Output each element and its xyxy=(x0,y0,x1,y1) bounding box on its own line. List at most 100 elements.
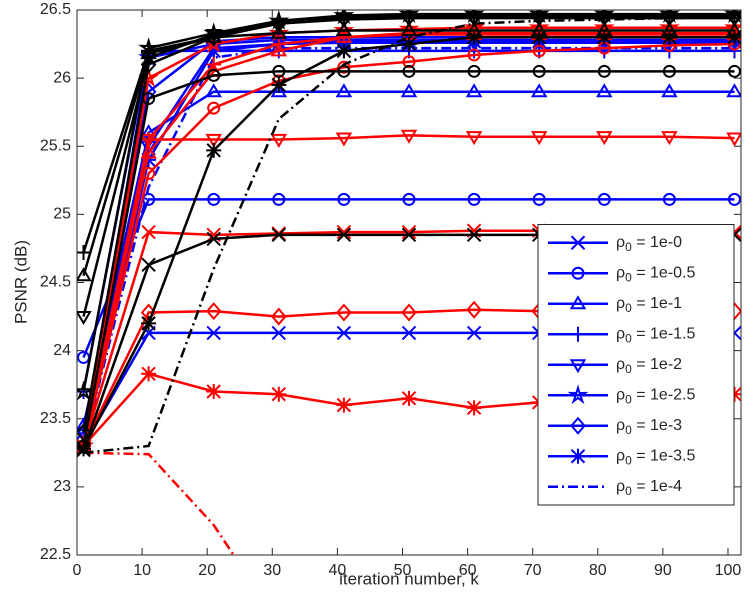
marker xyxy=(567,384,589,405)
x-tick-label: 10 xyxy=(133,562,151,579)
marker xyxy=(141,224,156,240)
marker xyxy=(467,192,481,206)
marker xyxy=(571,266,585,280)
marker xyxy=(726,29,741,45)
y-tick-label: 26 xyxy=(53,69,71,86)
series-line xyxy=(82,26,735,447)
y-tick-label: 23 xyxy=(53,478,71,495)
marker xyxy=(335,83,353,98)
y-tick-label: 25.5 xyxy=(40,137,71,154)
series-line xyxy=(82,16,735,317)
marker xyxy=(569,359,587,374)
marker xyxy=(141,315,157,331)
axes-box xyxy=(76,9,742,556)
marker xyxy=(206,384,222,399)
marker xyxy=(77,380,94,401)
marker xyxy=(401,36,417,52)
marker xyxy=(271,325,287,341)
marker xyxy=(570,326,586,342)
marker xyxy=(336,303,352,322)
x-tick-label: 90 xyxy=(654,562,672,579)
x-tick-label: 20 xyxy=(198,562,216,579)
marker xyxy=(272,192,286,206)
series-line xyxy=(82,134,735,447)
marker xyxy=(467,48,481,62)
marker xyxy=(270,83,288,98)
marker xyxy=(337,60,351,74)
marker xyxy=(205,28,222,47)
x-tick-label: 0 xyxy=(73,562,82,579)
marker xyxy=(530,83,548,98)
marker xyxy=(661,10,678,26)
marker xyxy=(466,29,482,45)
marker xyxy=(335,132,353,147)
marker xyxy=(466,400,482,416)
marker xyxy=(77,245,92,261)
x-tick-label: 30 xyxy=(263,562,281,579)
marker xyxy=(596,83,613,98)
marker xyxy=(400,21,418,36)
marker xyxy=(268,22,290,43)
marker xyxy=(466,325,482,341)
x-tick-label: 50 xyxy=(394,562,412,579)
marker xyxy=(271,386,287,402)
marker xyxy=(138,37,160,58)
marker xyxy=(662,64,676,78)
marker xyxy=(569,295,587,310)
marker xyxy=(726,132,741,147)
marker xyxy=(272,64,286,78)
marker xyxy=(336,227,352,243)
marker xyxy=(336,10,352,28)
legend-label: ρ0 = 1e-2 xyxy=(616,356,682,376)
legend-label: ρ0 = 1e-3 xyxy=(616,417,682,437)
marker xyxy=(271,227,287,243)
marker xyxy=(532,192,546,206)
y-tick-label: 25 xyxy=(53,206,71,223)
marker xyxy=(400,129,418,144)
marker xyxy=(270,133,288,148)
marker xyxy=(530,131,548,146)
marker xyxy=(401,303,417,322)
marker xyxy=(465,131,483,146)
legend-label: ρ0 = 1e-2.5 xyxy=(616,386,696,406)
marker xyxy=(77,267,92,282)
marker xyxy=(401,224,417,240)
marker xyxy=(465,83,483,98)
marker xyxy=(402,55,416,69)
series-line xyxy=(82,90,735,426)
marker xyxy=(336,224,352,240)
legend-label: ρ0 = 1e-1.5 xyxy=(616,325,696,345)
marker xyxy=(207,101,221,115)
marker xyxy=(401,390,417,406)
marker xyxy=(570,235,586,250)
marker xyxy=(570,416,586,435)
marker xyxy=(726,10,741,26)
marker xyxy=(400,83,418,98)
marker xyxy=(726,83,741,98)
legend-label: ρ0 = 1e-4 xyxy=(616,478,682,498)
series-line xyxy=(82,70,735,447)
marker xyxy=(205,83,222,98)
marker xyxy=(271,77,287,93)
y-tick-label: 22.5 xyxy=(40,546,71,563)
legend-label: ρ0 = 1e-3.5 xyxy=(616,447,696,467)
marker xyxy=(207,192,221,206)
y-tick-label: 24 xyxy=(53,342,71,359)
marker xyxy=(336,397,352,413)
marker xyxy=(532,64,546,78)
marker xyxy=(402,64,416,78)
x-tick-label: 40 xyxy=(328,562,346,579)
marker xyxy=(398,18,420,38)
marker xyxy=(206,142,222,158)
marker xyxy=(466,10,482,26)
x-tick-label: 100 xyxy=(715,562,742,579)
series-line xyxy=(82,15,735,433)
series-line xyxy=(82,42,735,447)
marker xyxy=(336,43,352,59)
marker xyxy=(141,257,156,272)
marker xyxy=(401,10,417,26)
y-tick-label: 23.5 xyxy=(40,410,71,427)
series-line xyxy=(82,12,735,392)
marker xyxy=(206,325,221,341)
